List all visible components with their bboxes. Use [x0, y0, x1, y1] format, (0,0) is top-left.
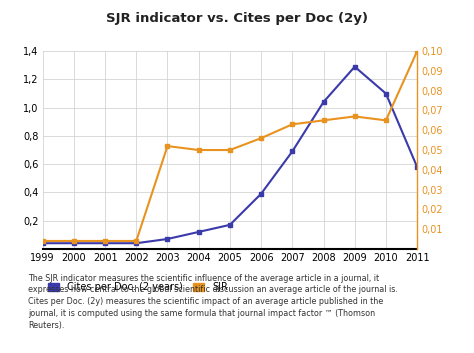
Legend: Cites per Doc. (2 years), SJR: Cites per Doc. (2 years), SJR — [47, 282, 228, 292]
Text: SJR indicator vs. Cites per Doc (2y): SJR indicator vs. Cites per Doc (2y) — [106, 12, 368, 25]
Text: The SJR indicator measures the scientific influence of the average article in a : The SJR indicator measures the scientifi… — [28, 274, 398, 330]
